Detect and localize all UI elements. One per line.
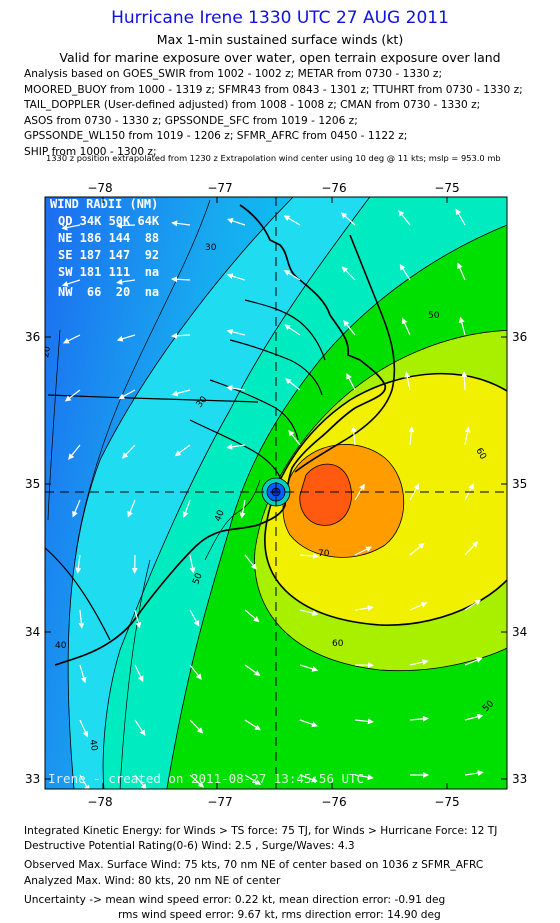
wind-radii-row: SE 187 147 92 <box>58 248 159 262</box>
lon-tick-bottom: −76 <box>321 795 346 809</box>
lon-tick-bottom: −77 <box>207 795 232 809</box>
extrapolation-note: 1330 z position extrapolated from 1230 z… <box>46 153 501 163</box>
uncertainty-rms-line: rms wind speed error: 9.67 kt, rms direc… <box>24 908 497 923</box>
wind-radii-row: NE 186 144 88 <box>58 231 159 245</box>
wind-band-80 <box>300 464 352 525</box>
observed-max-wind-line: Observed Max. Surface Wind: 75 kts, 70 n… <box>24 858 497 873</box>
lat-tick-left: 35 <box>25 477 40 491</box>
lat-tick-right: 35 <box>512 477 527 491</box>
lon-tick-top: −75 <box>434 181 459 195</box>
contour-label: 40 <box>55 641 67 651</box>
watermark: Irene - created on 2011-08-27 13:45:56 U… <box>48 771 364 786</box>
lat-tick-right: 33 <box>512 772 527 786</box>
analysis-line: ASOS from 0730 - 1330 z; GPSSONDE_SFC fr… <box>24 114 523 130</box>
lon-tick-bottom: −78 <box>87 795 112 809</box>
analysis-sources: Analysis based on GOES_SWIR from 1002 - … <box>24 67 523 161</box>
contour-label: 60 <box>332 639 344 649</box>
analysis-line: Analysis based on GOES_SWIR from 1002 - … <box>24 67 523 83</box>
contour-label: 20 <box>41 345 53 358</box>
lat-tick-right: 36 <box>512 330 527 344</box>
lon-tick-top: −78 <box>87 181 112 195</box>
lon-tick-top: −77 <box>207 181 232 195</box>
valid-exposure-text: Valid for marine exposure over water, op… <box>0 50 560 65</box>
lon-tick-bottom: −75 <box>434 795 459 809</box>
lat-tick-left: 34 <box>25 625 40 639</box>
lat-tick-left: 36 <box>25 330 40 344</box>
wind-field: 20 30 40 40 50 50 60 60 70 50 40 30 WIND… <box>41 190 520 800</box>
wind-radii-row: NW 66 20 na <box>58 285 159 299</box>
analysis-line: GPSSONDE_WL150 from 1019 - 1206 z; SFMR_… <box>24 129 523 145</box>
wind-field-map: 20 30 40 40 50 50 60 60 70 50 40 30 WIND… <box>0 170 560 820</box>
map-subtitle: Max 1-min sustained surface winds (kt) <box>0 32 560 47</box>
analysis-line: MOORED_BUOY from 1000 - 1319 z; SFMR43 f… <box>24 83 523 99</box>
uncertainty-mean-line: Uncertainty -> mean wind speed error: 0.… <box>24 893 497 908</box>
ike-line: Integrated Kinetic Energy: for Winds > T… <box>24 824 497 839</box>
contour-label: 40 <box>87 739 99 752</box>
wind-radii-title: WIND RADII (NM) <box>50 197 158 211</box>
lon-tick-top: −76 <box>321 181 346 195</box>
summary-metrics: Integrated Kinetic Energy: for Winds > T… <box>24 824 497 923</box>
map-title: Hurricane Irene 1330 UTC 27 AUG 2011 <box>0 8 560 28</box>
destructive-potential-line: Destructive Potential Rating(0-6) Wind: … <box>24 839 497 854</box>
wind-radii-row: SW 181 111 na <box>58 265 159 279</box>
contour-label: 70 <box>318 549 330 559</box>
analysis-line: TAIL_DOPPLER (User-defined adjusted) fro… <box>24 98 523 114</box>
wind-radii-header: QD 34K 50K 64K <box>58 214 160 228</box>
contour-label: 30 <box>205 243 217 253</box>
contour-label: 50 <box>428 311 440 321</box>
lat-tick-right: 34 <box>512 625 527 639</box>
analyzed-max-wind-line: Analyzed Max. Wind: 80 kts, 20 nm NE of … <box>24 874 497 889</box>
lat-tick-left: 33 <box>25 772 40 786</box>
